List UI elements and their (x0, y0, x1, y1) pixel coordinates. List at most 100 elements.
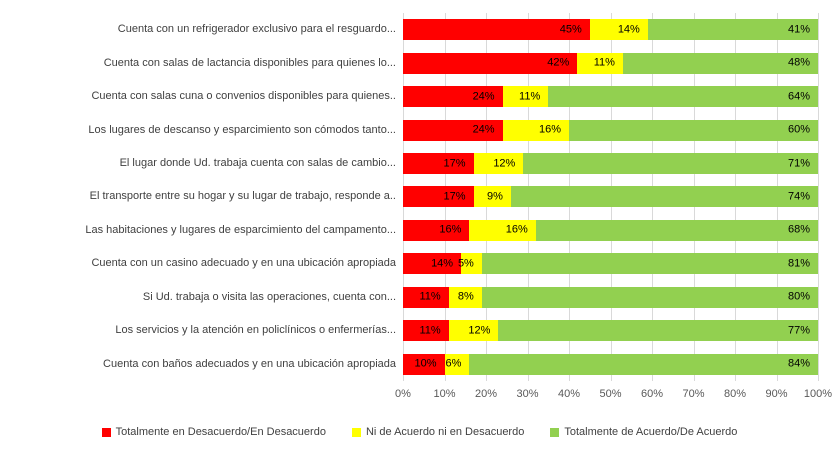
segment-value-label: 24% (472, 90, 495, 103)
legend-label: Totalmente de Acuerdo/De Acuerdo (564, 425, 738, 438)
bar-segment: 45% (403, 19, 590, 41)
x-axis-tick: 70% (682, 388, 705, 400)
bar-segment: 9% (473, 186, 511, 208)
bar-segment: 60% (568, 119, 818, 141)
bar-segment: 48% (622, 52, 818, 74)
segment-value-label: 9% (486, 190, 503, 203)
x-axis-tick: 60% (640, 388, 664, 400)
bar-segment: 11% (403, 320, 449, 342)
segment-value-label: 80% (787, 290, 810, 303)
segment-value-label: 12% (468, 324, 491, 337)
bar-track: 24% 16% 60% (403, 119, 818, 141)
bar-track: 14% 5% 81% (403, 253, 818, 275)
legend-item: Ni de Acuerdo ni en Desacuerdo (351, 425, 525, 438)
chart-row: Los servicios y la atención en policlíni… (0, 314, 818, 347)
legend-label: Totalmente en Desacuerdo/En Desacuerdo (115, 425, 326, 438)
bar-segment: 17% (403, 186, 474, 208)
segment-value-label: 17% (443, 190, 466, 203)
x-axis-tick: 40% (557, 388, 581, 400)
category-label: Cuenta con un refrigerador exclusivo par… (117, 23, 396, 36)
bar-segment: 42% (403, 52, 578, 74)
segment-value-label: 16% (439, 223, 462, 236)
segment-value-label: 12% (493, 157, 516, 170)
bar-segment: 68% (535, 219, 818, 241)
bar-track: 11% 8% 80% (403, 286, 818, 308)
chart-row: Cuenta con un casino adecuado y en una u… (0, 247, 818, 280)
chart-legend: Totalmente en Desacuerdo/En Desacuerdo Ni… (0, 423, 839, 441)
segment-value-label: 5% (457, 257, 474, 270)
bar-track: 42% 11% 48% (403, 52, 818, 74)
category-label: Cuenta con un casino adecuado y en una u… (91, 257, 396, 270)
bar-segment: 8% (448, 286, 482, 308)
bar-segment: 77% (498, 320, 818, 342)
segment-value-label: 16% (505, 223, 528, 236)
segment-value-label: 64% (787, 90, 810, 103)
bar-track: 17% 12% 71% (403, 153, 818, 175)
bar-segment: 12% (473, 153, 524, 175)
segment-value-label: 60% (787, 123, 810, 136)
x-axis-tick: 30% (516, 388, 539, 400)
segment-value-label: 11% (519, 90, 541, 103)
category-label: Los lugares de descanso y esparcimiento … (88, 123, 396, 136)
x-axis-tick: 80% (723, 388, 747, 400)
legend-marker (101, 427, 111, 437)
category-label: Los servicios y la atención en policlíni… (115, 324, 396, 337)
bar-track: 17% 9% 74% (403, 186, 818, 208)
segment-value-label: 81% (787, 257, 810, 270)
segment-value-label: 14% (431, 257, 454, 270)
chart-row: Las habitaciones y lugares de esparcimie… (0, 214, 818, 247)
segment-value-label: 48% (787, 56, 810, 69)
chart-row: Los lugares de descanso y esparcimiento … (0, 113, 818, 146)
bar-segment: 24% (403, 119, 503, 141)
segment-value-label: 6% (445, 357, 462, 370)
bar-segment: 71% (523, 153, 818, 175)
segment-value-label: 41% (787, 23, 810, 36)
category-label: El transporte entre su hogar y su lugar … (89, 190, 396, 203)
chart-row: Si Ud. trabaja o visita las operaciones,… (0, 281, 818, 314)
bar-segment: 12% (448, 320, 499, 342)
bar-segment: 16% (502, 119, 569, 141)
category-label: El lugar donde Ud. trabaja cuenta con sa… (119, 157, 396, 170)
x-axis-tick: 90% (765, 388, 788, 400)
segment-value-label: 11% (419, 290, 441, 303)
chart-rows: Cuenta con un refrigerador exclusivo par… (0, 13, 818, 381)
chart-row: Cuenta con salas de lactancia disponible… (0, 46, 818, 79)
bar-segment: 11% (577, 52, 623, 74)
bar-segment: 11% (403, 286, 449, 308)
bar-segment: 41% (647, 19, 818, 41)
bar-segment: 14% (589, 19, 648, 41)
bar-segment: 80% (481, 286, 818, 308)
bar-segment: 11% (502, 86, 549, 108)
bar-segment: 5% (457, 253, 482, 275)
x-axis-tick: 100% (803, 388, 833, 400)
legend-label: Ni de Acuerdo ni en Desacuerdo (365, 425, 525, 438)
bar-track: 24% 11% 64% (403, 86, 818, 108)
category-label: Cuenta con salas de lactancia disponible… (103, 56, 396, 69)
bar-segment: 17% (403, 153, 474, 175)
category-label: Cuenta con baños adecuados y en una ubic… (103, 357, 396, 370)
bar-segment: 84% (469, 353, 818, 375)
category-label: Si Ud. trabaja o visita las operaciones,… (142, 290, 396, 303)
category-label: Las habitaciones y lugares de esparcimie… (85, 223, 396, 236)
bar-segment: 16% (469, 219, 536, 241)
bar-track: 45% 14% 41% (403, 19, 818, 41)
chart-row: Cuenta con un refrigerador exclusivo par… (0, 13, 818, 46)
bar-segment: 6% (444, 353, 470, 375)
bar-track: 16% 16% 68% (403, 219, 818, 241)
segment-value-label: 11% (419, 324, 441, 337)
legend-marker (351, 427, 361, 437)
category-label: Cuenta con salas cuna o convenios dispon… (91, 90, 396, 103)
bar-track: 10% 6% 84% (403, 353, 818, 375)
legend-item: Totalmente de Acuerdo/De Acuerdo (550, 425, 738, 438)
segment-value-label: 84% (787, 357, 810, 370)
x-axis-tick: 10% (433, 388, 456, 400)
legend-item: Totalmente en Desacuerdo/En Desacuerdo (101, 425, 326, 438)
segment-value-label: 11% (593, 56, 615, 69)
x-axis-tick: 50% (599, 388, 622, 400)
segment-value-label: 68% (787, 223, 810, 236)
chart-row: Cuenta con salas cuna o convenios dispon… (0, 80, 818, 113)
legend-marker (550, 427, 560, 437)
segment-value-label: 45% (559, 23, 582, 36)
bar-segment: 24% (403, 86, 503, 108)
segment-value-label: 8% (457, 290, 474, 303)
